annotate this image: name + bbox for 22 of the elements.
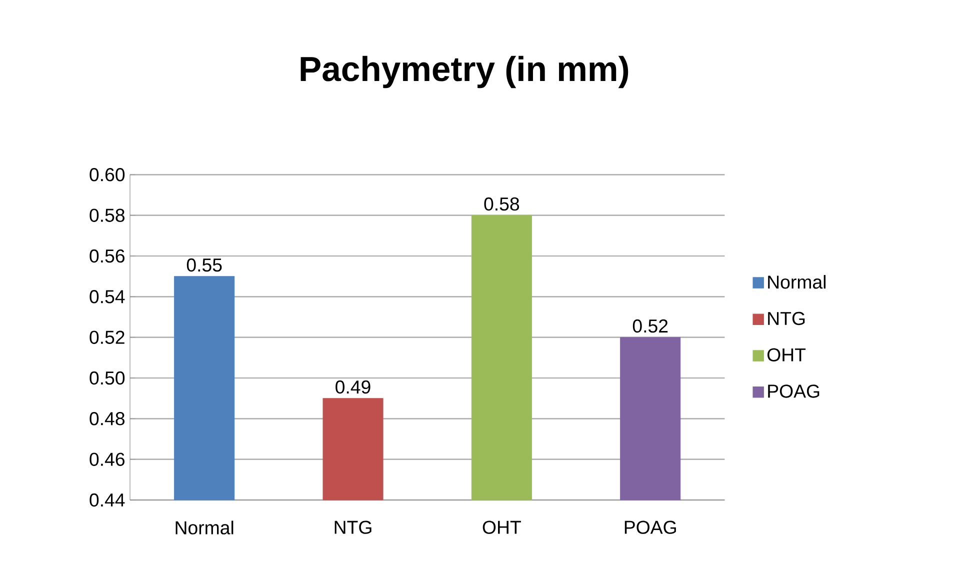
y-tick-label: 0.54 bbox=[90, 290, 125, 304]
legend-label: OHT bbox=[767, 348, 806, 362]
legend-label: POAG bbox=[768, 384, 820, 398]
y-tick-label: 0.48 bbox=[90, 412, 124, 426]
y-tick-label: 0.50 bbox=[90, 371, 125, 385]
data-label: 0.52 bbox=[632, 319, 668, 333]
y-tick-label: 0.60 bbox=[90, 168, 125, 182]
y-tick-label: 0.58 bbox=[90, 208, 124, 222]
x-tick-label: POAG bbox=[624, 520, 676, 534]
legend-label: Normal bbox=[768, 275, 826, 289]
y-tick-label: 0.52 bbox=[90, 330, 124, 344]
x-tick-label: NTG bbox=[334, 520, 372, 534]
x-tick-label: Normal bbox=[176, 520, 234, 534]
y-tick-label: 0.44 bbox=[90, 493, 125, 507]
chart-title: Pachymetry (in mm) bbox=[300, 56, 628, 88]
y-tick-label: 0.56 bbox=[90, 249, 124, 263]
x-tick-label: OHT bbox=[482, 520, 521, 534]
data-label: 0.49 bbox=[336, 380, 370, 394]
data-label: 0.58 bbox=[484, 197, 520, 211]
legend-label: NTG bbox=[768, 312, 805, 326]
y-tick-label: 0.46 bbox=[90, 452, 124, 466]
data-label: 0.55 bbox=[186, 258, 222, 272]
